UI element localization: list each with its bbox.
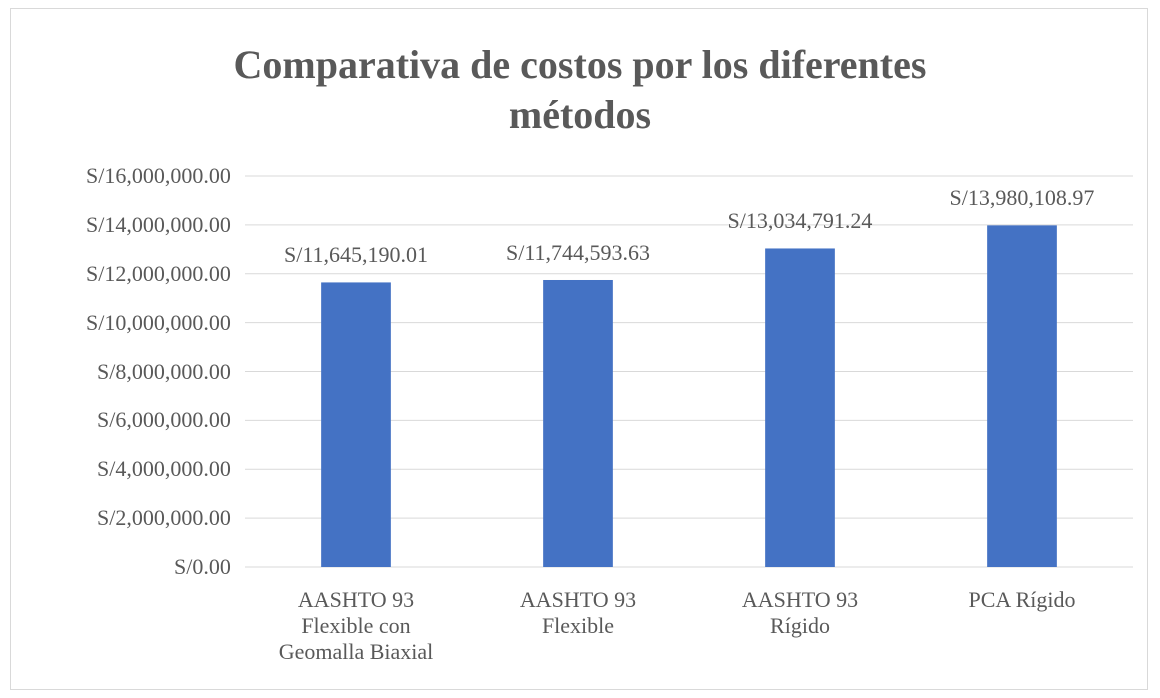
y-tick-label: S/4,000,000.00	[97, 456, 231, 482]
x-tick-label: AASHTO 93 Rígido	[741, 587, 859, 638]
data-label: S/13,980,108.97	[949, 185, 1095, 211]
chart-title: Comparativa de costos por los diferentes…	[233, 42, 927, 137]
y-tick-label: S/0.00	[174, 554, 231, 579]
y-tick-label: S/2,000,000.00	[97, 505, 231, 531]
data-label: S/11,645,190.01	[284, 242, 429, 268]
chart-frame	[10, 8, 1148, 690]
bar	[543, 279, 613, 567]
data-label: S/13,034,791.24	[727, 208, 873, 234]
y-tick-label: S/14,000,000.00	[86, 211, 231, 237]
x-tick-label: PCA Rígido	[968, 587, 1076, 612]
y-tick-label: S/8,000,000.00	[97, 358, 231, 384]
data-label: S/11,744,593.63	[506, 239, 651, 265]
y-tick-label: S/16,000,000.00	[86, 163, 231, 188]
y-tick-label: S/6,000,000.00	[97, 407, 231, 433]
y-tick-label: S/12,000,000.00	[86, 260, 231, 286]
x-tick-label: AASHTO 93 Flexible con Geomalla Biaxial	[278, 587, 434, 664]
y-tick-label: S/10,000,000.00	[86, 309, 231, 335]
bar	[321, 282, 391, 567]
bar	[987, 225, 1057, 567]
bar	[765, 248, 835, 568]
x-tick-label: AASHTO 93 Flexible	[519, 587, 637, 638]
